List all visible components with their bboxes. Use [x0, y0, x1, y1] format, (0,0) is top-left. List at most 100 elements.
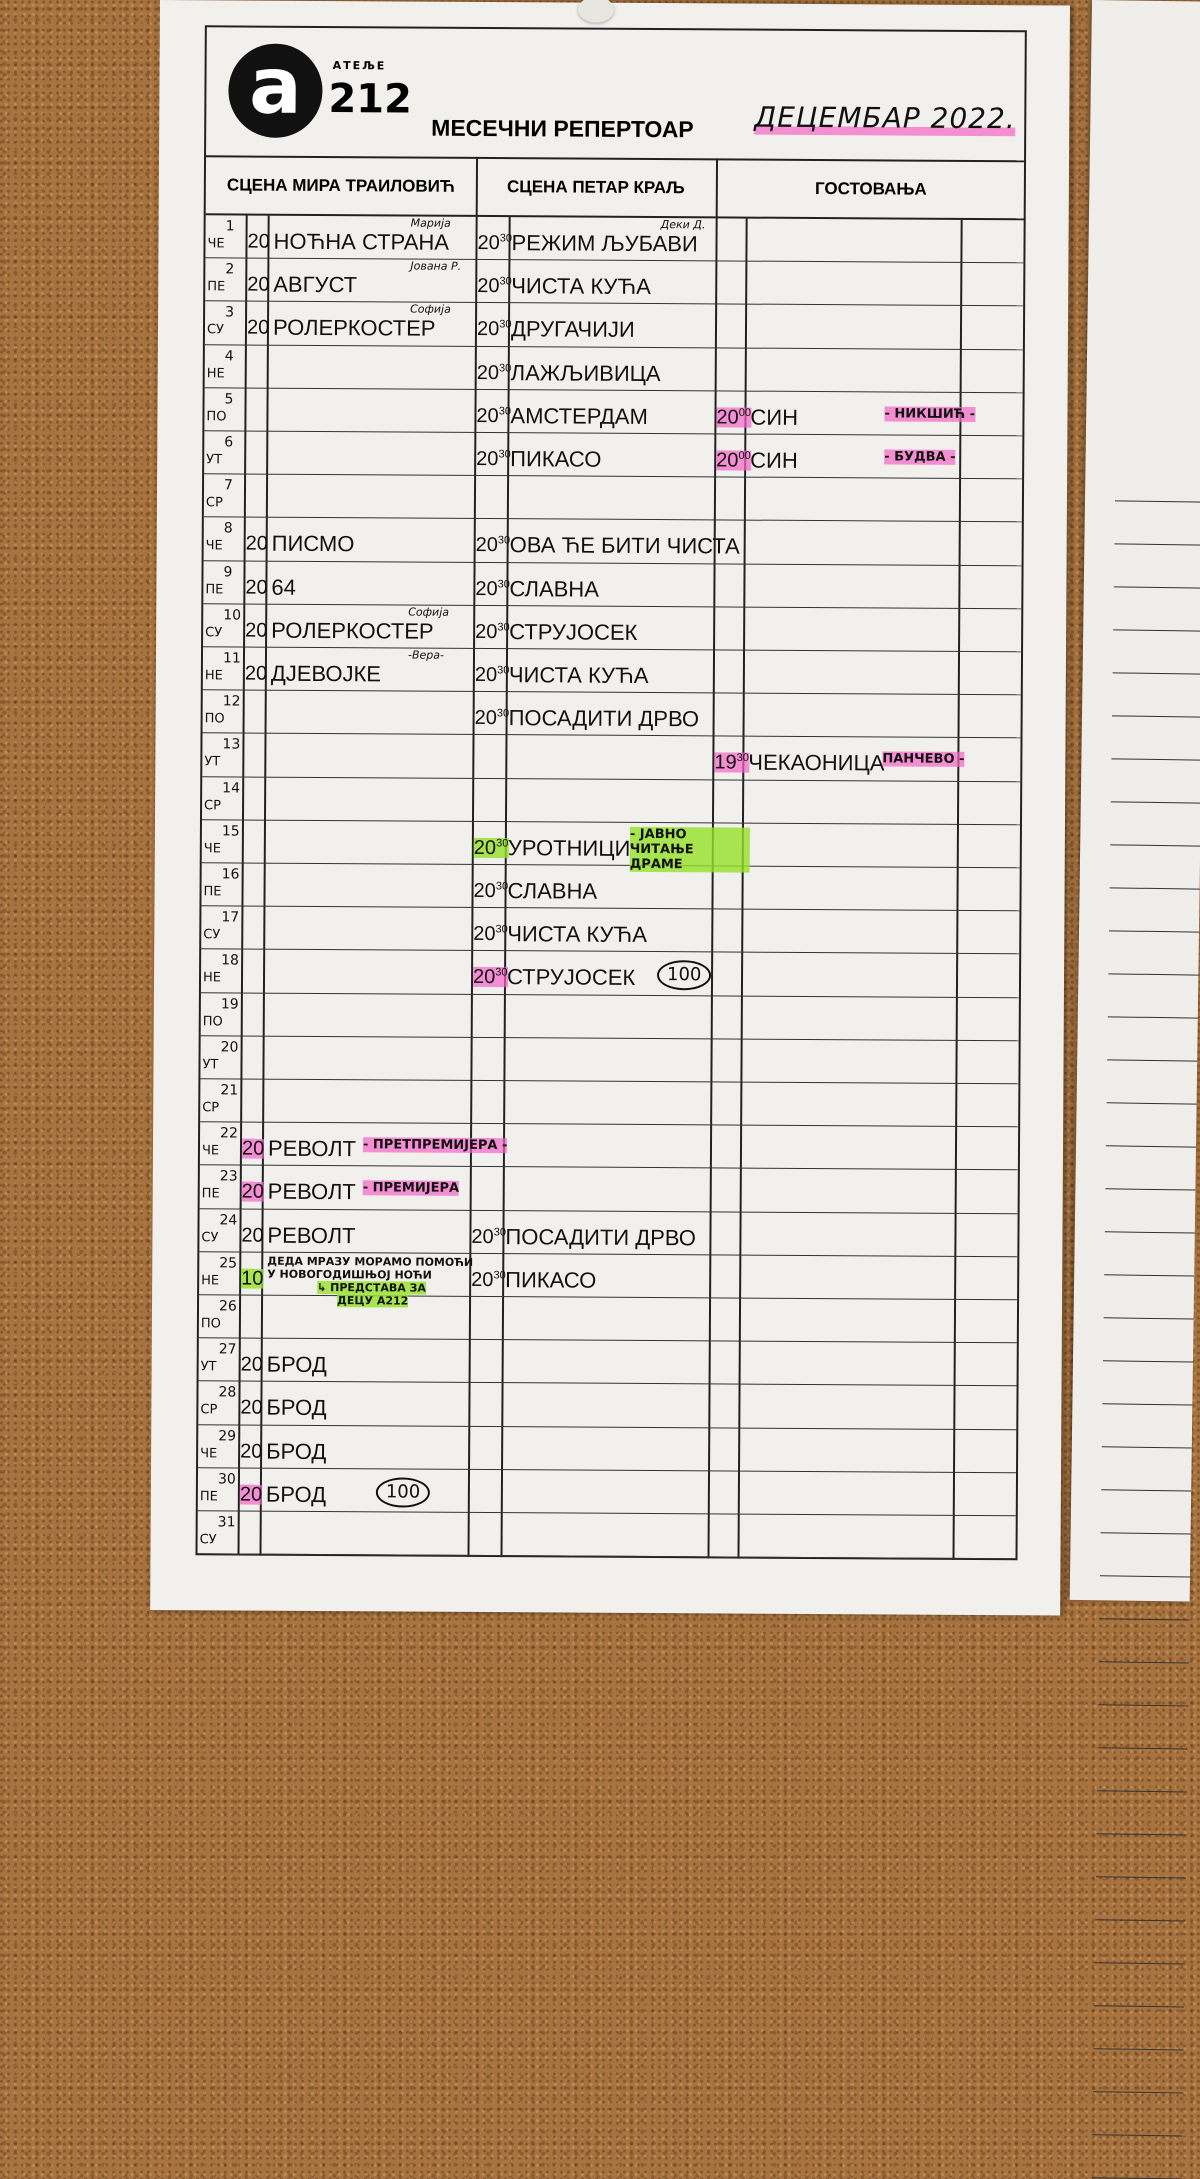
adjacent-sheet — [1069, 0, 1200, 2179]
weekday: СР — [200, 1402, 218, 1418]
rule-line — [1109, 887, 1200, 890]
rule-line — [1093, 2048, 1184, 2051]
day-cell: 6 УТ — [204, 431, 244, 473]
show-time: 2000 — [716, 449, 751, 471]
day-row: 28 СР 20 БРОД — [198, 1381, 1017, 1430]
day-cell: 27 УТ — [199, 1338, 239, 1380]
time-hour: 20 — [476, 447, 499, 471]
rule-line — [1099, 1618, 1190, 1621]
day-number: 29 — [218, 1427, 237, 1445]
day-cell: 30 ПЕ — [198, 1468, 238, 1510]
show-title: УРОТНИЦИ — [507, 834, 631, 861]
day-cell: 2 ПЕ — [205, 258, 245, 300]
rule-line — [1107, 1059, 1198, 1062]
rule-line — [1113, 586, 1200, 589]
day-row: 24 СУ 20 РЕВОЛТ 2030 ПОСАДИТИ ДРВО — [199, 1208, 1018, 1258]
anniversary-badge: 100 — [656, 960, 712, 991]
day-row: 29 ЧЕ 20 БРОД — [198, 1424, 1017, 1474]
time-hour: 20 — [476, 318, 500, 341]
show-title: СТРУЈОСЕК — [506, 964, 636, 991]
column-header-petar: СЦЕНА ПЕТАР КРАЉ — [475, 156, 717, 219]
day-row: 1 ЧЕ 20 НОЋНА СТРАНА Марија 2030 РЕЖИМ ЉУБАВИ Д… — [205, 215, 1024, 264]
show-title: СТРУЈОСЕК — [509, 618, 638, 645]
highlighted-note: - НИКШИЋ - — [884, 406, 976, 422]
day-number: 3 — [225, 304, 235, 321]
day-number: 18 — [221, 952, 240, 969]
time-hour: 20 — [245, 532, 268, 556]
highlighted-note: - ПРЕМИЈЕРА — [362, 1180, 460, 1197]
rule-line — [1096, 1790, 1187, 1793]
weekday: СУ — [199, 1532, 217, 1548]
time-hour: 20 — [241, 1224, 264, 1247]
time-hour: 20 — [471, 1268, 494, 1291]
page-title: МЕСЕЧНИ РЕПЕРТОАР — [431, 114, 694, 143]
weekday: УТ — [202, 1057, 219, 1073]
rule-line — [1104, 1274, 1195, 1277]
show-title: РЕВОЛТ — [267, 1179, 356, 1205]
time-hour: 20 — [247, 273, 270, 296]
weekday: УТ — [204, 754, 221, 770]
rule-line — [1110, 801, 1200, 804]
show-title: ДРУГАЧИЈИ — [510, 316, 635, 343]
rule-line — [1103, 1317, 1194, 1320]
rule-line — [1097, 1747, 1188, 1750]
rule-line — [1102, 1360, 1193, 1363]
rule-line — [1108, 930, 1200, 933]
show-time: 2030 — [476, 534, 511, 556]
day-row: 5 ПО 2030 АМСТЕРДАМ 2000 СИН - НИКШИЋ - — [204, 388, 1023, 437]
day-cell: 16 ПЕ — [201, 863, 241, 905]
show-time: 20 — [240, 1483, 262, 1505]
time-hour: 20 — [240, 1396, 263, 1420]
show-title: ПОСАДИТИ ДРВО — [505, 1223, 696, 1250]
show-time: 20 — [241, 1354, 263, 1376]
show-time: 20 — [240, 1396, 263, 1420]
show-time: 20 — [241, 1224, 264, 1247]
show-time: 20 — [245, 663, 267, 685]
show-time: 20 — [246, 316, 270, 340]
show-title: ПИСМО — [271, 531, 355, 557]
day-cell: 7 СР — [204, 474, 244, 516]
day-row: 22 ЧЕ 20 РЕВОЛТ - ПРЕТПРЕМИЈЕРА - — [199, 1122, 1019, 1171]
day-number: 23 — [219, 1168, 238, 1185]
day-number: 14 — [222, 779, 241, 797]
day-number: 9 — [223, 563, 233, 581]
time-hour: 20 — [245, 576, 268, 599]
rule-line — [1092, 2091, 1183, 2094]
time-hour: 20 — [471, 1225, 494, 1248]
time-hour: 20 — [246, 316, 270, 340]
day-cell: 8 ЧЕ — [204, 518, 244, 560]
day-row: 31 СУ — [197, 1511, 1016, 1560]
day-row: 8 ЧЕ 20 ПИСМО 2030 ОВА ЋЕ БИТИ ЧИСТА — [203, 517, 1022, 566]
show-title: 64 — [271, 574, 296, 600]
show-time: 2000 — [716, 406, 751, 428]
day-row: 12 ПО 2030 ПОСАДИТИ ДРВО — [202, 690, 1021, 739]
time-minutes: 30 — [499, 232, 513, 245]
show-title: ЧЕКАОНИЦА — [748, 749, 885, 776]
rule-line — [1115, 500, 1200, 503]
day-row: 6 УТ 2030 ПИКАСО 2000 СИН - БУДВА - — [204, 431, 1023, 480]
weekday: НЕ — [206, 365, 225, 381]
highlighted-note: - ПРЕТПРЕМИЈЕРА - — [362, 1137, 508, 1154]
show-title: РЕЖИМ ЉУБАВИ — [511, 230, 698, 257]
time-hour: 20 — [473, 923, 496, 946]
time-minutes: 30 — [493, 1225, 507, 1239]
weekday: ПЕ — [207, 279, 226, 295]
time-hour: 20 — [477, 231, 500, 255]
time-hour: 10 — [241, 1267, 264, 1290]
show-time: 1930 — [714, 751, 749, 774]
schedule-frame: a АТЕЉЕ 212 МЕСЕЧНИ РЕПЕРТОАР ДЕЦЕМБАР 2… — [195, 25, 1027, 1561]
rule-line — [1105, 1145, 1197, 1148]
weekday: ЧЕ — [207, 236, 225, 252]
logo-small-text: АТЕЉЕ — [332, 59, 387, 73]
day-number: 7 — [223, 477, 234, 494]
show-time: 20 — [242, 1138, 264, 1160]
day-number: 19 — [220, 995, 239, 1013]
rule-line — [1112, 672, 1200, 675]
time-minutes: 30 — [499, 318, 512, 331]
time-hour: 19 — [714, 751, 737, 774]
day-row: 19 ПО — [200, 992, 1019, 1042]
rule-line — [1108, 973, 1199, 976]
time-hour: 20 — [472, 966, 496, 989]
show-title: ПИКАСО — [510, 446, 602, 472]
show-title: ЛАЖЉИВИЦА — [510, 359, 661, 386]
